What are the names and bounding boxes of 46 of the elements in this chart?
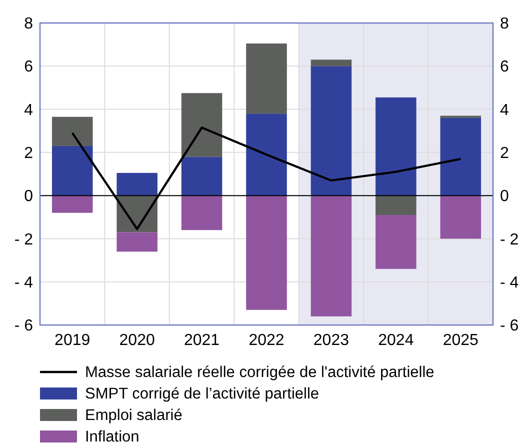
y2-tick-label: 0 bbox=[500, 188, 509, 206]
legend-label: SMPT corrigé de l’activité partielle bbox=[85, 386, 320, 402]
bar bbox=[376, 97, 416, 196]
legend-label: Inflation bbox=[85, 428, 140, 446]
y-tick-label: 8 bbox=[24, 16, 34, 33]
bar bbox=[246, 114, 287, 196]
y2-tick-label: - 2 bbox=[500, 231, 519, 248]
bar bbox=[52, 116, 93, 146]
bar bbox=[310, 66, 352, 196]
y-tick-label: 2 bbox=[24, 145, 34, 162]
y2-tick-label: 6 bbox=[500, 58, 509, 76]
x-tick-label: 2024 bbox=[378, 332, 414, 349]
x-tick-label: 2019 bbox=[54, 332, 90, 349]
x-tick-label: 2021 bbox=[184, 332, 220, 349]
bar bbox=[440, 118, 482, 196]
bar bbox=[376, 214, 416, 269]
x-tick-label: 2020 bbox=[119, 332, 155, 349]
y-tick-label: - 2 bbox=[14, 231, 34, 248]
bar bbox=[116, 172, 158, 196]
y2-tick-label: - 6 bbox=[500, 318, 519, 335]
bar bbox=[181, 156, 222, 196]
bar bbox=[181, 196, 222, 230]
y2-tick-label: 2 bbox=[500, 145, 509, 162]
legend-label: Masse salariale réelle corrigée de l'activité partielle bbox=[85, 364, 434, 381]
bar bbox=[310, 196, 352, 316]
bar bbox=[246, 196, 287, 310]
legend-label: Emploi salarié bbox=[85, 407, 182, 424]
bar bbox=[116, 232, 158, 252]
y-tick-label: 6 bbox=[24, 58, 34, 76]
y-tick-label: - 6 bbox=[14, 318, 34, 335]
bar bbox=[440, 196, 482, 239]
bar bbox=[52, 146, 93, 196]
x-tick-label: 2023 bbox=[313, 332, 350, 349]
y-tick-label: 0 bbox=[24, 188, 34, 206]
x-tick-label: 2022 bbox=[248, 332, 284, 349]
y2-tick-label: 8 bbox=[500, 16, 509, 33]
bar bbox=[246, 43, 287, 114]
bar bbox=[52, 196, 93, 213]
bar bbox=[376, 196, 416, 215]
y2-tick-label: - 4 bbox=[500, 274, 519, 292]
y-tick-label: 4 bbox=[24, 102, 34, 119]
bar bbox=[181, 93, 222, 157]
x-tick-label: 2025 bbox=[442, 332, 479, 349]
y-tick-label: - 4 bbox=[14, 274, 34, 292]
y2-tick-label: 4 bbox=[500, 102, 509, 119]
bar bbox=[310, 60, 352, 66]
